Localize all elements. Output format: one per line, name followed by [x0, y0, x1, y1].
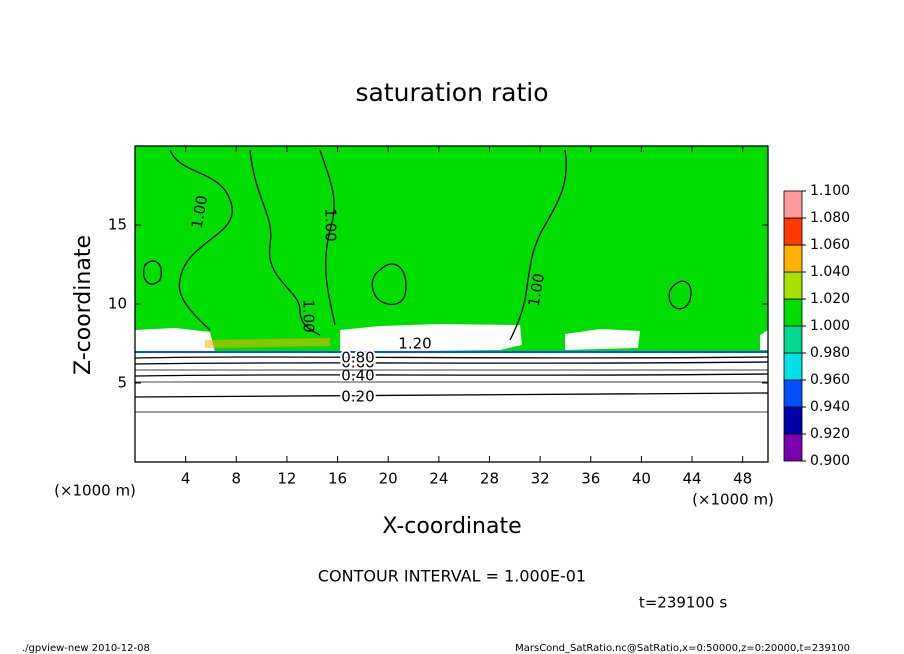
field-fill — [205, 338, 330, 348]
x-tick-label: 28 — [480, 470, 499, 488]
colorbar-box — [783, 433, 803, 462]
x-tick-label: 12 — [277, 470, 296, 488]
colorbar-box — [783, 271, 803, 300]
y-unit: (×1000 m) — [54, 482, 136, 500]
contour-label: 1.00 — [188, 194, 212, 230]
colorbar-label: 0.940 — [810, 399, 850, 415]
x-tick-label: 8 — [232, 470, 242, 488]
contour-line — [134, 361, 769, 365]
field-fill — [340, 324, 522, 352]
colorbar-label: 1.100 — [810, 183, 850, 199]
colorbar-label: 1.020 — [810, 291, 850, 307]
colorbar-label: 1.080 — [810, 210, 850, 226]
colorbar-label: 0.900 — [810, 453, 850, 469]
contour-line — [134, 392, 769, 398]
x-tick-label: 20 — [379, 470, 398, 488]
x-unit: (×1000 m) — [692, 491, 774, 509]
contour-label: 1.00 — [300, 299, 318, 332]
contour-interval: CONTOUR INTERVAL = 1.000E-01 — [318, 567, 586, 586]
contour-label: 1.00 — [322, 208, 340, 241]
contour-label: 1.20 — [398, 335, 431, 353]
colorbar-box — [783, 352, 803, 381]
y-tick-label: 5 — [117, 374, 127, 392]
x-tick-label: 16 — [328, 470, 347, 488]
x-axis-label: X-coordinate — [382, 514, 521, 539]
colorbar-label: 1.060 — [810, 237, 850, 253]
colorbar-box — [783, 379, 803, 408]
x-tick-label: 32 — [531, 470, 550, 488]
colorbar-box — [783, 217, 803, 246]
y-axis-label: Z-coordinate — [71, 235, 96, 375]
colorbar-box — [783, 406, 803, 435]
colorbar-box — [783, 298, 803, 327]
footer-left: ./gpview-new 2010-12-08 — [22, 643, 150, 654]
contour-line — [134, 356, 769, 359]
x-tick-label: 4 — [181, 470, 191, 488]
y-tick-label: 10 — [108, 295, 127, 313]
x-tick-label: 40 — [632, 470, 651, 488]
contour-label: 1.00 — [525, 272, 549, 308]
field-fill — [135, 146, 768, 352]
colorbar-label: 1.040 — [810, 264, 850, 280]
field-edge — [135, 351, 768, 353]
colorbar-box — [783, 190, 803, 219]
contour-line — [134, 373, 769, 377]
footer-right: MarsCond_SatRatio.nc@SatRatio,x=0:50000,… — [515, 643, 850, 654]
chart-title: saturation ratio — [355, 78, 548, 107]
contour-label: 0.80 — [341, 349, 374, 367]
colorbar-label: 0.920 — [810, 426, 850, 442]
colorbar-label: 0.980 — [810, 345, 850, 361]
contour-label: 0.20 — [341, 388, 374, 406]
field-fill — [760, 330, 768, 350]
x-tick-label: 48 — [733, 470, 752, 488]
field-fill — [135, 328, 215, 352]
y-tick-label: 15 — [108, 216, 127, 234]
colorbar-box — [783, 244, 803, 273]
colorbar-box — [783, 325, 803, 354]
contour-shapes — [143, 149, 692, 341]
field-fill — [135, 352, 768, 462]
field-fill — [565, 329, 640, 350]
x-tick-label: 44 — [682, 470, 701, 488]
colorbar-label: 0.960 — [810, 372, 850, 388]
time-label: t=239100 s — [639, 594, 727, 612]
colorbar-label: 1.000 — [810, 318, 850, 334]
x-tick-label: 24 — [429, 470, 448, 488]
x-tick-label: 36 — [581, 470, 600, 488]
